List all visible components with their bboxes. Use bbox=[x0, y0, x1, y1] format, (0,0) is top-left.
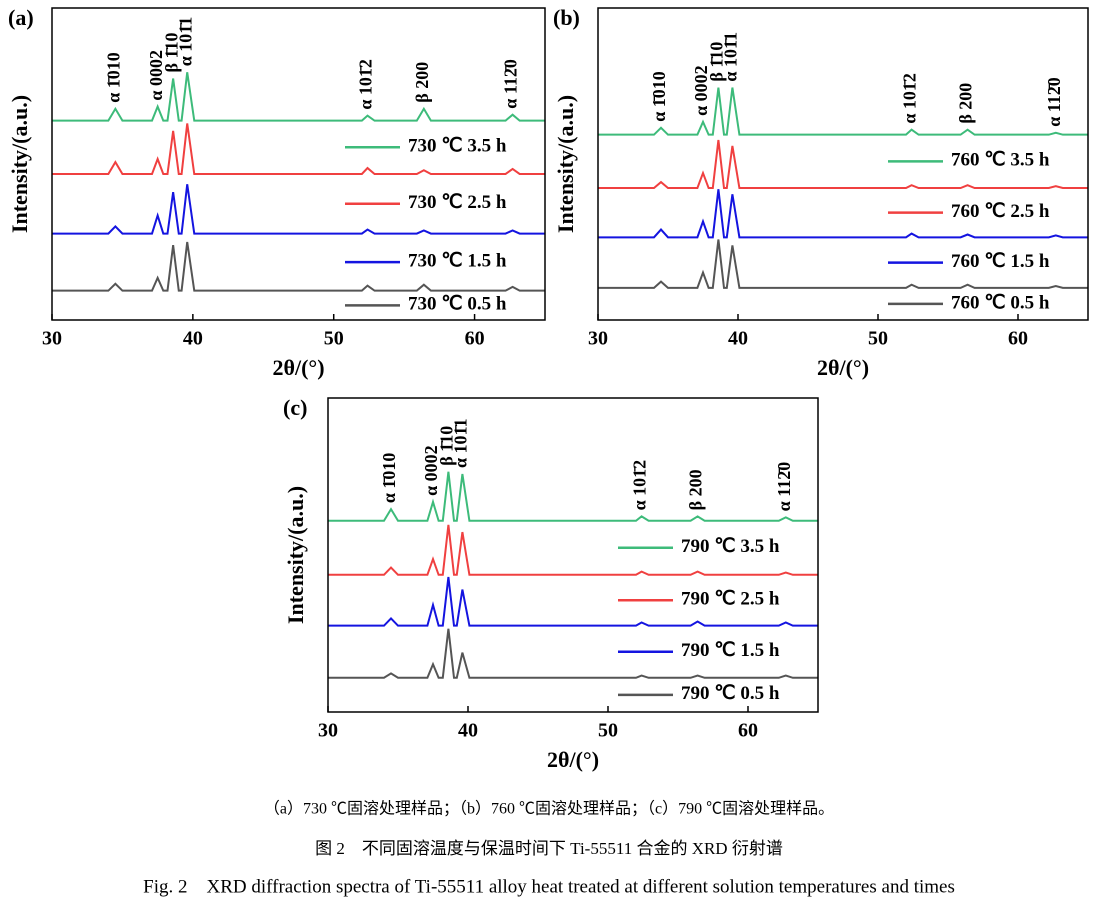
plot-frame bbox=[51, 7, 546, 321]
x-tick-label: 50 bbox=[868, 328, 888, 350]
legend-label: 730 ℃ 3.5 h bbox=[408, 136, 507, 157]
peak-label: α 112̄0 bbox=[774, 462, 794, 512]
x-axis-label: 2θ/(°) bbox=[817, 355, 869, 380]
legend-label: 760 ℃ 2.5 h bbox=[951, 201, 1050, 222]
spectrum-line bbox=[598, 87, 1088, 136]
x-tick-label: 30 bbox=[42, 328, 62, 350]
plot-frame bbox=[327, 397, 819, 713]
x-tick-label: 50 bbox=[324, 328, 344, 350]
legend-label: 790 ℃ 2.5 h bbox=[681, 589, 780, 610]
panel-label: (b) bbox=[553, 5, 580, 30]
spectrum-line bbox=[52, 241, 545, 292]
peak-label: β 200 bbox=[956, 83, 976, 124]
spectrum-line bbox=[328, 524, 818, 576]
x-tick-label: 40 bbox=[183, 328, 203, 350]
legend-label: 790 ℃ 3.5 h bbox=[681, 536, 780, 557]
peak-label: α 101̄1 bbox=[721, 32, 741, 82]
spectrum-line bbox=[328, 628, 818, 679]
x-tick-label: 60 bbox=[738, 720, 758, 742]
caption-en: Fig. 2 XRD diffraction spectra of Ti-555… bbox=[143, 876, 955, 897]
x-tick-label: 40 bbox=[458, 720, 478, 742]
legend-label: 760 ℃ 3.5 h bbox=[951, 150, 1050, 171]
peak-label: β 1̄10 bbox=[437, 426, 457, 466]
caption-cn: 图 2 不同固溶温度与保温时间下 Ti-55511 合金的 XRD 衍射谱 bbox=[315, 839, 783, 858]
peak-label: α 1̄010 bbox=[379, 453, 399, 504]
plot-frame bbox=[597, 7, 1089, 321]
spectrum-line bbox=[598, 239, 1088, 289]
x-tick-label: 30 bbox=[318, 720, 338, 742]
x-tick-label: 60 bbox=[465, 328, 485, 350]
legend-label: 760 ℃ 0.5 h bbox=[951, 292, 1050, 313]
spectrum-line bbox=[52, 123, 545, 175]
peak-label: α 101̄2 bbox=[630, 460, 650, 511]
caption-sub: （a）730 ℃固溶处理样品；（b）760 ℃固溶处理样品；（c）790 ℃固溶… bbox=[264, 800, 834, 818]
peak-label: α 101̄2 bbox=[900, 73, 920, 124]
peak-label: α 101̄1 bbox=[175, 17, 195, 67]
legend-label: 730 ℃ 1.5 h bbox=[408, 250, 507, 271]
y-axis-label: Intensity/(a.u.) bbox=[553, 95, 578, 233]
y-axis-label: Intensity/(a.u.) bbox=[7, 95, 32, 233]
x-tick-label: 30 bbox=[588, 328, 608, 350]
x-tick-label: 50 bbox=[598, 720, 618, 742]
peak-label: β 200 bbox=[412, 62, 432, 103]
spectrum-line bbox=[52, 72, 545, 122]
panel-label: (c) bbox=[283, 395, 307, 420]
y-axis-label: Intensity/(a.u.) bbox=[283, 486, 308, 624]
peak-label: β 200 bbox=[686, 469, 706, 510]
peak-label: β 1̄10 bbox=[707, 42, 727, 82]
peak-label: α 101̄1 bbox=[451, 418, 471, 468]
spectrum-line bbox=[328, 576, 818, 627]
legend-label: 790 ℃ 1.5 h bbox=[681, 640, 780, 661]
spectrum-line bbox=[328, 471, 818, 522]
peak-label: α 101̄2 bbox=[356, 59, 376, 110]
peak-label: α 0002 bbox=[691, 65, 711, 116]
x-tick-label: 40 bbox=[728, 328, 748, 350]
spectrum-line bbox=[52, 184, 545, 235]
legend-label: 730 ℃ 0.5 h bbox=[408, 294, 507, 315]
legend-label: 760 ℃ 1.5 h bbox=[951, 251, 1050, 272]
x-axis-label: 2θ/(°) bbox=[272, 355, 324, 380]
x-tick-label: 60 bbox=[1008, 328, 1028, 350]
peak-label: α 1̄010 bbox=[649, 71, 669, 122]
x-axis-label: 2θ/(°) bbox=[547, 747, 599, 772]
peak-label: α 1̄010 bbox=[104, 52, 124, 103]
peak-label: β 1̄10 bbox=[161, 33, 181, 73]
legend-label: 730 ℃ 2.5 h bbox=[408, 192, 507, 213]
panel-label: (a) bbox=[8, 5, 34, 30]
legend-label: 790 ℃ 0.5 h bbox=[681, 683, 780, 704]
peak-label: α 112̄0 bbox=[1044, 77, 1064, 127]
peak-label: α 0002 bbox=[421, 445, 441, 496]
spectrum-line bbox=[598, 139, 1088, 190]
peak-label: α 0002 bbox=[146, 50, 166, 101]
peak-label: α 112̄0 bbox=[501, 59, 521, 109]
spectrum-line bbox=[598, 189, 1088, 239]
